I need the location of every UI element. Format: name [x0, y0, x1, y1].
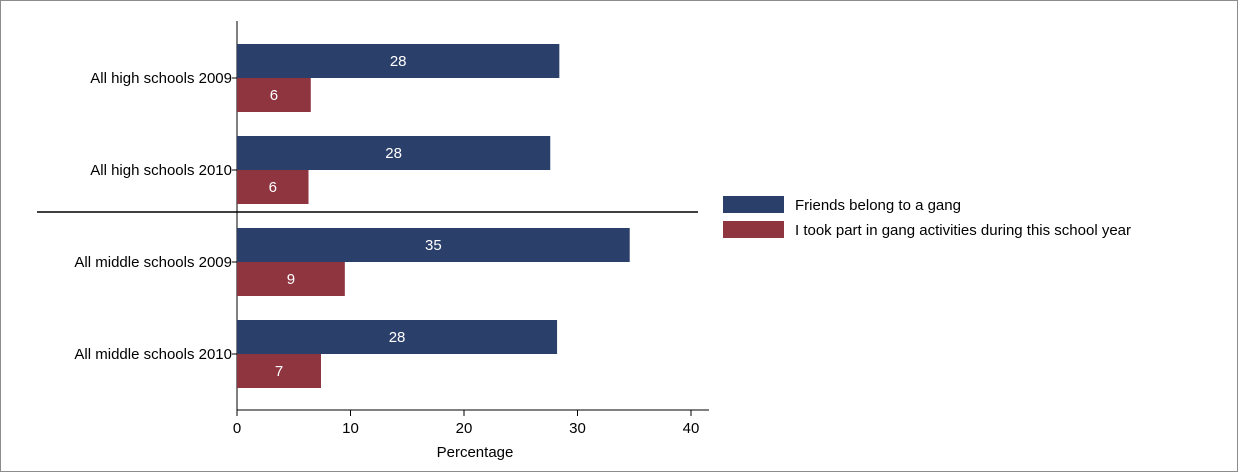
- bar-2: [237, 78, 311, 112]
- bar-data-label: 9: [287, 271, 295, 288]
- bar-1: [237, 228, 630, 262]
- bar-2: [237, 262, 345, 296]
- category-label: All middle schools 2010: [74, 346, 232, 363]
- bar-data-label: 6: [269, 179, 277, 196]
- legend-swatch-1: [723, 196, 784, 213]
- bar-1: [237, 44, 560, 78]
- category-label: All middle schools 2009: [74, 254, 232, 271]
- legend-swatch-2: [723, 221, 784, 238]
- bar-data-label: 7: [275, 363, 283, 380]
- bar-data-label: 35: [425, 237, 442, 254]
- bar-data-label: 6: [270, 87, 278, 104]
- x-tick-label: 30: [569, 420, 586, 437]
- category-label: All high schools 2010: [90, 162, 232, 179]
- bar-2: [237, 170, 309, 204]
- bar-data-label: 28: [389, 329, 406, 346]
- x-axis-title: Percentage: [437, 444, 514, 461]
- x-tick-label: 40: [683, 420, 700, 437]
- bar-1: [237, 320, 558, 354]
- x-tick-label: 0: [233, 420, 241, 437]
- legend-label: I took part in gang activities during th…: [795, 222, 1131, 239]
- bar-data-label: 28: [385, 145, 402, 162]
- category-label: All high schools 2009: [90, 70, 232, 87]
- bar-1: [237, 136, 551, 170]
- bar-2: [237, 354, 321, 388]
- bar-data-label: 28: [390, 53, 407, 70]
- legend-label: Friends belong to a gang: [795, 197, 961, 214]
- x-tick-label: 20: [456, 420, 473, 437]
- x-tick-label: 10: [342, 420, 359, 437]
